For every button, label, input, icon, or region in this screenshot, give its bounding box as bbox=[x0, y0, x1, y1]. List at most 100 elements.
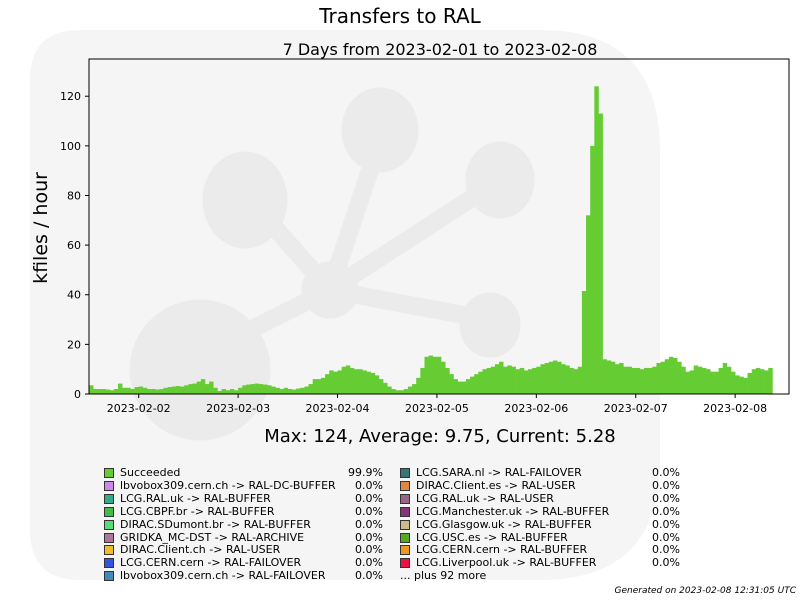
bar bbox=[540, 364, 545, 394]
bar bbox=[287, 389, 293, 394]
bar bbox=[602, 359, 608, 394]
bar bbox=[341, 366, 347, 394]
bar bbox=[536, 366, 541, 394]
bar bbox=[598, 113, 603, 394]
bar bbox=[726, 366, 732, 394]
bar bbox=[395, 390, 400, 394]
bar bbox=[445, 367, 450, 394]
bar bbox=[660, 361, 666, 394]
x-tick-label: 2023-02-04 bbox=[306, 402, 370, 415]
bar bbox=[271, 386, 276, 394]
y-tick-label: 80 bbox=[67, 189, 81, 202]
bar bbox=[478, 371, 483, 394]
bar bbox=[97, 389, 102, 394]
bar bbox=[735, 375, 740, 394]
y-tick-label: 20 bbox=[67, 338, 81, 351]
bar bbox=[420, 367, 425, 394]
bar bbox=[652, 366, 657, 394]
bar bbox=[134, 387, 140, 394]
bar bbox=[718, 367, 724, 394]
bar bbox=[656, 362, 661, 394]
bar bbox=[441, 361, 446, 394]
bar bbox=[233, 390, 239, 394]
bar bbox=[262, 384, 268, 394]
bar bbox=[329, 370, 334, 394]
bar bbox=[610, 361, 616, 394]
bar bbox=[470, 376, 475, 394]
bar bbox=[544, 362, 550, 394]
bar bbox=[569, 367, 574, 394]
bar bbox=[374, 375, 380, 394]
bar bbox=[710, 371, 715, 394]
bar bbox=[291, 389, 297, 394]
bar bbox=[109, 390, 115, 394]
bar bbox=[126, 387, 131, 394]
bar bbox=[461, 381, 467, 394]
summary-stats: Max: 124, Average: 9.75, Current: 5.28 bbox=[264, 426, 616, 447]
bar bbox=[383, 382, 388, 394]
bar bbox=[403, 389, 409, 394]
bar bbox=[89, 385, 94, 394]
bar bbox=[619, 362, 624, 394]
bar bbox=[702, 367, 707, 394]
bar bbox=[515, 369, 521, 394]
bar bbox=[412, 384, 417, 394]
bar bbox=[184, 385, 189, 394]
bar bbox=[254, 383, 260, 394]
bar bbox=[325, 374, 330, 394]
bar bbox=[474, 374, 479, 394]
bar bbox=[142, 387, 148, 394]
bar bbox=[644, 367, 649, 394]
x-tick-label: 2023-02-02 bbox=[107, 402, 171, 415]
bar bbox=[532, 367, 537, 394]
x-tick-label: 2023-02-08 bbox=[703, 402, 767, 415]
bar bbox=[320, 377, 326, 394]
y-tick-label: 40 bbox=[67, 289, 81, 302]
bar bbox=[565, 365, 570, 394]
bar bbox=[681, 366, 686, 394]
chart-title: Transfers to RAL bbox=[319, 4, 481, 28]
bar bbox=[204, 384, 210, 394]
bar bbox=[122, 387, 127, 394]
bar bbox=[731, 371, 736, 394]
bar bbox=[151, 389, 156, 394]
bar bbox=[229, 389, 235, 394]
bar bbox=[217, 391, 222, 394]
bar bbox=[706, 369, 711, 394]
bar bbox=[155, 389, 160, 394]
bar bbox=[192, 383, 197, 394]
bar bbox=[557, 361, 562, 394]
bar bbox=[482, 369, 487, 394]
plot-frame bbox=[88, 58, 790, 395]
bar bbox=[623, 366, 628, 394]
bar bbox=[378, 379, 384, 394]
bar bbox=[490, 366, 496, 394]
bar bbox=[200, 379, 206, 394]
bar bbox=[503, 366, 508, 394]
y-tick-label: 120 bbox=[60, 90, 81, 103]
bar bbox=[615, 364, 620, 394]
bar bbox=[267, 385, 272, 394]
bar bbox=[494, 364, 500, 394]
bar bbox=[117, 383, 123, 394]
bar bbox=[465, 379, 471, 394]
bar bbox=[639, 369, 645, 394]
y-tick-label: 60 bbox=[67, 239, 81, 252]
bar bbox=[693, 365, 699, 394]
bar bbox=[664, 359, 670, 394]
bar bbox=[714, 371, 719, 394]
bar bbox=[345, 365, 351, 394]
chart-subtitle: 7 Days from 2023-02-01 to 2023-02-08 bbox=[282, 40, 598, 59]
bar bbox=[387, 386, 392, 394]
bar bbox=[627, 366, 632, 394]
chart-area: 0 20 40 60 80 100 120 2023-02-02 2023-02-03 2023-… bbox=[60, 58, 790, 415]
bar bbox=[722, 362, 728, 394]
bar bbox=[760, 369, 765, 394]
bar bbox=[250, 384, 255, 394]
bar bbox=[221, 389, 226, 394]
bar bbox=[399, 390, 405, 394]
bar bbox=[196, 381, 202, 394]
bar bbox=[436, 356, 442, 394]
bar bbox=[635, 367, 641, 394]
bar bbox=[238, 387, 243, 394]
